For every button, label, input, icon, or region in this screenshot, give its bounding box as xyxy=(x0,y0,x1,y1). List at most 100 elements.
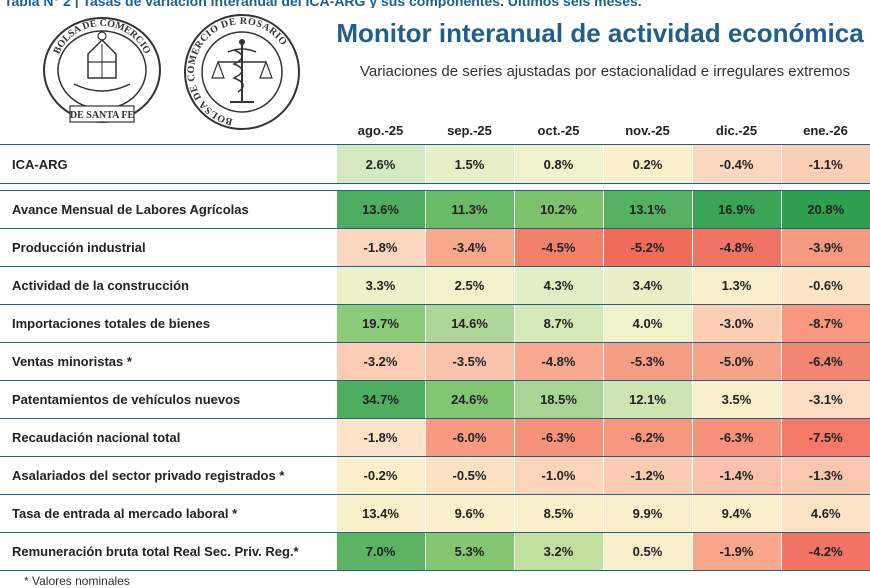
value-cell: -6.4% xyxy=(780,342,870,381)
value-cell: 4.0% xyxy=(602,304,692,343)
table-row: Producción industrial -1.8% -3.4% -4.5% -5.2… xyxy=(0,228,870,267)
value-cell: -7.5% xyxy=(780,418,870,457)
value-cell: 9.6% xyxy=(424,494,514,533)
value-cell: 4.3% xyxy=(513,266,603,305)
row-label: Asalariados del sector privado registrad… xyxy=(0,456,336,495)
value-cell: 4.6% xyxy=(780,494,870,533)
row-label: ICA-ARG xyxy=(0,144,336,184)
value-cell: 7.0% xyxy=(335,532,425,571)
value-cell: -3.0% xyxy=(691,304,781,343)
separator-cell xyxy=(336,183,425,191)
row-label: Tasa de entrada al mercado laboral * xyxy=(0,494,336,533)
value-cell: -0.2% xyxy=(335,456,425,495)
value-cell: -6.0% xyxy=(424,418,514,457)
value-cell: -1.4% xyxy=(691,456,781,495)
value-cell: -4.2% xyxy=(780,532,870,571)
separator-cell xyxy=(603,183,692,191)
row-label: Producción industrial xyxy=(0,228,336,267)
table-row: Avance Mensual de Labores Agrícolas 13.6%… xyxy=(0,190,870,229)
value-cell: 34.7% xyxy=(335,380,425,419)
table-row: Tasa de entrada al mercado laboral * 13.4… xyxy=(0,494,870,533)
value-cell: 12.1% xyxy=(602,380,692,419)
page-subtitle: Variaciones de series ajustadas por esta… xyxy=(360,63,850,80)
value-cell: -1.0% xyxy=(513,456,603,495)
value-cell: 10.2% xyxy=(513,190,603,229)
section-separator xyxy=(0,183,870,191)
value-cell: 1.5% xyxy=(424,144,514,184)
header-label-cell xyxy=(0,110,336,145)
value-cell: 0.2% xyxy=(602,144,692,184)
value-cell: -5.0% xyxy=(691,342,781,381)
column-header: oct.-25 xyxy=(514,110,603,145)
value-cell: 3.2% xyxy=(513,532,603,571)
value-cell: 16.9% xyxy=(691,190,781,229)
value-cell: -3.4% xyxy=(424,228,514,267)
table-row: ICA-ARG 2.6% 1.5% 0.8% 0.2% -0.4% -1.1% xyxy=(0,144,870,184)
value-cell: 3.4% xyxy=(602,266,692,305)
value-cell: 8.7% xyxy=(513,304,603,343)
row-label: Importaciones totales de bienes xyxy=(0,304,336,343)
value-cell: -1.3% xyxy=(780,456,870,495)
value-cell: -6.2% xyxy=(602,418,692,457)
column-header: ene.-26 xyxy=(781,110,870,145)
value-cell: 13.1% xyxy=(602,190,692,229)
value-cell: 5.3% xyxy=(424,532,514,571)
value-cell: 3.5% xyxy=(691,380,781,419)
value-cell: -3.5% xyxy=(424,342,514,381)
table-row: Remuneración bruta total Real Sec. Priv.… xyxy=(0,532,870,571)
table-row: Importaciones totales de bienes 19.7% 14.6… xyxy=(0,304,870,343)
row-label: Actividad de la construcción xyxy=(0,266,336,305)
value-cell: -5.3% xyxy=(602,342,692,381)
column-header: ago.-25 xyxy=(336,110,425,145)
row-label: Avance Mensual de Labores Agrícolas xyxy=(0,190,336,229)
value-cell: -0.6% xyxy=(780,266,870,305)
value-cell: -1.8% xyxy=(335,418,425,457)
value-cell: 9.9% xyxy=(602,494,692,533)
value-cell: -3.9% xyxy=(780,228,870,267)
value-cell: -3.1% xyxy=(780,380,870,419)
value-cell: 19.7% xyxy=(335,304,425,343)
value-cell: -4.8% xyxy=(691,228,781,267)
value-cell: 14.6% xyxy=(424,304,514,343)
page-title: Monitor interanual de actividad económic… xyxy=(336,18,864,48)
separator-cell xyxy=(692,183,781,191)
value-cell: -1.9% xyxy=(691,532,781,571)
row-label: Recaudación nacional total xyxy=(0,418,336,457)
value-cell: 11.3% xyxy=(424,190,514,229)
table-row: Asalariados del sector privado registrad… xyxy=(0,456,870,495)
footnote: * Valores nominales xyxy=(24,574,130,588)
value-cell: -6.3% xyxy=(513,418,603,457)
value-cell: 13.6% xyxy=(335,190,425,229)
table-row: Patentamientos de vehículos nuevos 34.7% 2… xyxy=(0,380,870,419)
value-cell: 18.5% xyxy=(513,380,603,419)
value-cell: -1.8% xyxy=(335,228,425,267)
row-label: Patentamientos de vehículos nuevos xyxy=(0,380,336,419)
value-cell: -3.2% xyxy=(335,342,425,381)
table-row: Actividad de la construcción 3.3% 2.5% 4.3%… xyxy=(0,266,870,305)
value-cell: 2.5% xyxy=(424,266,514,305)
value-cell: 13.4% xyxy=(335,494,425,533)
table-row: Ventas minoristas * -3.2% -3.5% -4.8% -5.3% -… xyxy=(0,342,870,381)
value-cell: 20.8% xyxy=(780,190,870,229)
value-cell: 3.3% xyxy=(335,266,425,305)
value-cell: -5.2% xyxy=(602,228,692,267)
value-cell: 8.5% xyxy=(513,494,603,533)
column-header: nov.-25 xyxy=(603,110,692,145)
value-cell: -4.8% xyxy=(513,342,603,381)
separator-cell xyxy=(0,183,336,191)
separator-cell xyxy=(781,183,870,191)
value-cell: -8.7% xyxy=(780,304,870,343)
activity-table: ago.-25 sep.-25 oct.-25 nov.-25 dic.-25 … xyxy=(0,110,870,571)
row-label: Remuneración bruta total Real Sec. Priv.… xyxy=(0,532,336,571)
header-row: ago.-25 sep.-25 oct.-25 nov.-25 dic.-25 … xyxy=(0,110,870,145)
value-cell: 2.6% xyxy=(335,144,425,184)
value-cell: 24.6% xyxy=(424,380,514,419)
value-cell: 9.4% xyxy=(691,494,781,533)
value-cell: -4.5% xyxy=(513,228,603,267)
table-row: Recaudación nacional total -1.8% -6.0% -6.3… xyxy=(0,418,870,457)
table-caption-fragment: Tabla N° 2 | Tasas de variación interanu… xyxy=(4,0,642,8)
value-cell: -0.4% xyxy=(691,144,781,184)
column-header: dic.-25 xyxy=(692,110,781,145)
row-label: Ventas minoristas * xyxy=(0,342,336,381)
bolsa-rosario-seal-logo: BOLSA DE COMERCIO DE ROSARIO xyxy=(184,14,300,130)
